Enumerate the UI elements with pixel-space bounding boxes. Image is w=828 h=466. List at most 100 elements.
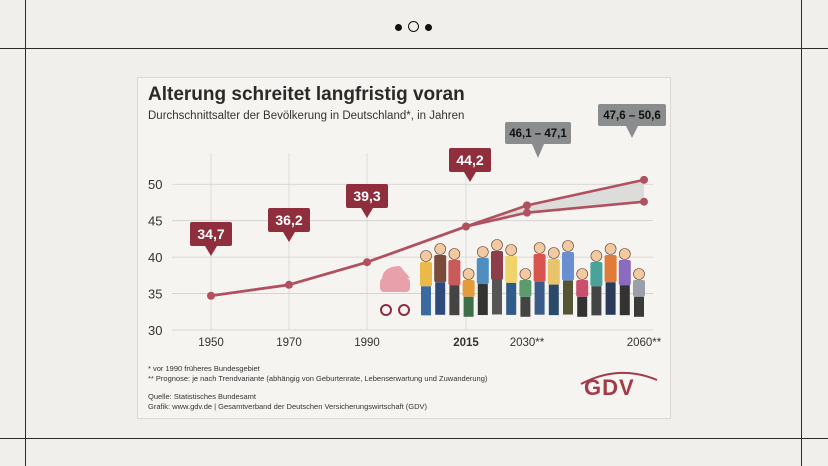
- y-tick-label-40: 40: [148, 250, 162, 265]
- person-torso-4: [476, 258, 489, 285]
- person-head-13: [604, 243, 617, 255]
- carousel-pager: [392, 21, 436, 35]
- callout-box-1: [268, 208, 310, 232]
- data-label-2: 39,3: [353, 188, 380, 204]
- frame-line-left: [25, 0, 26, 466]
- x-tick-label-0: 1950: [198, 337, 224, 349]
- person-torso-15: [633, 280, 645, 297]
- x-tick-label-5: 2060**: [627, 337, 662, 349]
- y-tick-label-50: 50: [148, 177, 162, 192]
- callout-box-5: [598, 104, 666, 126]
- person-head-6: [505, 244, 518, 256]
- person-head-9: [547, 247, 560, 259]
- data-label-4: 46,1 – 47,1: [509, 128, 567, 140]
- person-head-2: [448, 248, 461, 260]
- person-legs-2: [449, 285, 460, 316]
- callout-pointer-0: [205, 246, 217, 256]
- person-torso-1: [434, 255, 447, 283]
- person-legs-7: [520, 296, 531, 317]
- person-legs-5: [492, 279, 502, 315]
- stroller-body-icon: [380, 278, 410, 292]
- person-head-4: [476, 246, 489, 258]
- person-legs-3: [463, 296, 474, 317]
- x-tick-label-3: 2015: [453, 337, 479, 349]
- person-torso-0: [420, 262, 432, 287]
- chart-subtitle: Durchschnittsalter der Bevölkerung in De…: [148, 110, 465, 122]
- x-tick-label-1: 1970: [276, 337, 302, 349]
- gdv-logo-swoosh-icon: [580, 371, 658, 385]
- person-head-7: [519, 268, 532, 280]
- pager-dot-3[interactable]: [425, 24, 432, 31]
- person-torso-8: [533, 254, 546, 282]
- data-label-0: 34,7: [197, 226, 224, 242]
- person-head-12: [590, 250, 603, 262]
- person-torso-12: [590, 262, 603, 287]
- data-point-low-5: [640, 197, 648, 206]
- series-line-lower: [210, 200, 645, 298]
- person-head-14: [618, 248, 631, 260]
- person-legs-12: [591, 286, 602, 316]
- chart-photo: Alterung schreitet langfristig voran Dur…: [138, 78, 670, 418]
- person-legs-14: [619, 285, 630, 316]
- person-torso-11: [576, 280, 589, 297]
- person-torso-7: [519, 280, 532, 297]
- person-head-11: [576, 268, 589, 280]
- callout-box-0: [190, 222, 232, 246]
- person-torso-14: [618, 260, 631, 286]
- person-torso-9: [547, 259, 560, 285]
- stroller-hood-icon: [382, 266, 410, 278]
- callout-pointer-5: [626, 126, 638, 138]
- person-head-5: [491, 239, 503, 251]
- data-point-low-1: [285, 280, 293, 289]
- callout-pointer-3: [464, 172, 476, 182]
- callout-box-3: [449, 148, 491, 172]
- data-point-low-4: [523, 208, 531, 217]
- person-legs-0: [421, 286, 431, 316]
- data-point-low-0: [207, 291, 215, 300]
- source-note: Quelle: Statistisches Bundesamt: [148, 392, 256, 401]
- person-legs-10: [563, 280, 573, 315]
- person-head-0: [420, 250, 432, 262]
- age-line-chart: 30 35 40 45 50 1950 1970 1990 2015 2030** 2060** 34…: [148, 104, 666, 349]
- data-label-1: 36,2: [275, 212, 302, 228]
- person-torso-10: [562, 252, 574, 281]
- footnote-1: * vor 1990 früheres Bundesgebiet: [148, 364, 260, 373]
- callout-box-4: [505, 122, 571, 144]
- callout-pointer-2: [361, 208, 373, 218]
- projection-range-band: [466, 179, 644, 227]
- callout-pointer-4: [532, 144, 544, 158]
- data-point-low-3: [462, 222, 470, 231]
- frame-line-right: [801, 0, 802, 466]
- person-legs-8: [534, 281, 545, 315]
- frame-line-top: [0, 48, 828, 49]
- callout-box-2: [346, 184, 388, 208]
- person-head-15: [633, 268, 645, 280]
- person-legs-13: [605, 282, 616, 315]
- person-legs-1: [435, 282, 446, 315]
- person-legs-4: [477, 284, 488, 316]
- person-torso-5: [491, 251, 503, 280]
- pager-dot-current[interactable]: [408, 21, 419, 32]
- data-point-low-2: [363, 258, 371, 267]
- footnote-2: ** Prognose: je nach Trendvariante (abhä…: [148, 374, 488, 383]
- person-torso-13: [604, 255, 617, 283]
- family-group-illustration: [380, 239, 645, 317]
- person-torso-3: [462, 280, 475, 297]
- stroller-wheel-icon-2: [398, 304, 410, 316]
- data-point-high-4: [523, 201, 531, 210]
- person-legs-9: [548, 284, 559, 316]
- data-point-high-5: [640, 175, 648, 184]
- person-legs-15: [634, 296, 644, 317]
- pager-dot-1[interactable]: [395, 24, 402, 31]
- person-torso-2: [448, 260, 461, 286]
- y-tick-label-35: 35: [148, 287, 162, 302]
- person-head-8: [533, 242, 546, 254]
- data-label-5: 47,6 – 50,6: [603, 110, 661, 122]
- person-head-1: [434, 243, 447, 255]
- person-head-10: [562, 240, 574, 252]
- y-tick-label-45: 45: [148, 214, 162, 229]
- chart-title: Alterung schreitet langfristig voran: [148, 84, 465, 105]
- frame-line-bottom: [0, 438, 828, 439]
- x-tick-label-2: 1990: [354, 337, 380, 349]
- callout-pointer-1: [283, 232, 295, 242]
